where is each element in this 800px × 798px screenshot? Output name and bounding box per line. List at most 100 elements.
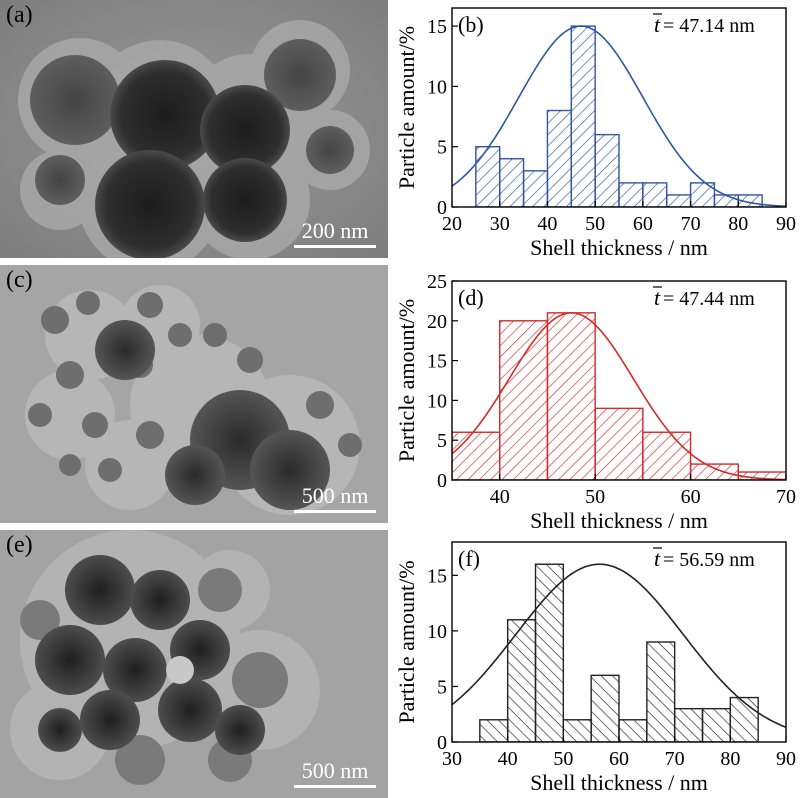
y-axis-label: Particle amount/% — [394, 299, 419, 462]
y-axis-label: Particle amount/% — [394, 560, 419, 723]
gaussian-fit-curve — [452, 25, 786, 207]
x-tick-label: 50 — [553, 748, 573, 770]
histogram-bar — [666, 194, 692, 207]
y-tick-label: 0 — [437, 470, 447, 492]
x-tick-label: 90 — [776, 748, 796, 770]
histogram-bar — [701, 707, 732, 742]
plot-frame — [451, 7, 787, 208]
histogram-b: 20 30 40 50 60 70 80 90 0 5 10 15 Shell thickness / … — [388, 0, 800, 265]
histogram-bar — [452, 431, 501, 480]
histogram-bar — [479, 719, 509, 742]
x-axis-label: Shell thickness / nm — [530, 235, 708, 260]
y-tick-label: 10 — [427, 621, 447, 643]
panel-letter: (d) — [458, 285, 484, 310]
y-tick-label: 15 — [427, 351, 447, 373]
x-tick-label: 70 — [665, 748, 685, 770]
mean-symbol: t — [654, 546, 661, 571]
histogram-bar — [590, 674, 620, 742]
scale-bar-e: 500 nm — [294, 760, 376, 788]
gaussian-fit-curve — [452, 563, 786, 729]
histogram-bar — [475, 145, 501, 207]
panel-letter: (b) — [458, 12, 484, 37]
x-tick-label: 70 — [776, 486, 796, 508]
x-tick-label: 50 — [585, 486, 605, 508]
y-tick-label: 0 — [437, 732, 447, 754]
x-tick-label: 90 — [776, 213, 796, 235]
panel-letter-c: (c) — [6, 267, 33, 293]
scale-bar-line-a — [294, 245, 376, 248]
y-tick-label: 5 — [437, 676, 447, 698]
scale-bar-line-e — [294, 785, 376, 788]
x-tick-label: 60 — [633, 213, 653, 235]
x-tick-label: 40 — [498, 748, 518, 770]
x-tick-label: 20 — [442, 213, 462, 235]
tem-micrograph-a — [0, 0, 388, 258]
histogram-bar — [618, 182, 644, 207]
histogram-bar — [562, 719, 592, 742]
x-tick-label: 30 — [490, 213, 510, 235]
panel-letter: (f) — [458, 546, 480, 571]
panel-letter-a: (a) — [6, 2, 33, 28]
histogram-bar — [642, 431, 692, 480]
histogram-bar — [546, 109, 572, 207]
scale-bar-label-e: 500 nm — [301, 758, 369, 783]
histogram-bar — [673, 707, 704, 742]
y-tick-label: 10 — [427, 390, 447, 412]
tem-micrograph-c — [0, 265, 388, 523]
tem-image-a: (a) 200 nm — [0, 0, 388, 258]
histogram-bar — [713, 194, 739, 207]
scale-bar-line-c — [294, 510, 376, 513]
histogram-f: 30 40 50 60 70 80 90 0 5 10 15 Shell thickness / nm… — [388, 530, 800, 798]
x-axis-label: Shell thickness / nm — [530, 770, 708, 795]
histogram-d-svg: 40 50 60 70 0 5 10 15 20 25 Shell thickness / nm Pa… — [394, 271, 796, 530]
histogram-bar — [546, 312, 596, 480]
plot-frame — [451, 280, 787, 481]
x-tick-label: 40 — [490, 486, 510, 508]
panel-letter-e: (e) — [6, 532, 33, 558]
x-tick-label: 70 — [681, 213, 701, 235]
x-tick-label: 60 — [609, 748, 629, 770]
y-tick-label: 10 — [427, 76, 447, 98]
histogram-bar — [594, 407, 644, 480]
y-tick-label: 0 — [437, 197, 447, 219]
x-tick-label: 80 — [728, 213, 748, 235]
mean-value-label: = 47.14 nm — [663, 15, 755, 37]
y-tick-label: 20 — [427, 311, 447, 333]
scale-bar-label-c: 500 nm — [301, 483, 369, 508]
x-tick-label: 30 — [442, 748, 462, 770]
tem-image-e: (e) 500 nm — [0, 530, 388, 798]
histogram-bar — [594, 133, 620, 207]
y-axis-label: Particle amount/% — [394, 26, 419, 189]
y-tick-label: 5 — [437, 430, 447, 452]
histogram-bar — [729, 696, 759, 742]
x-tick-label: 40 — [537, 213, 557, 235]
y-tick-label: 5 — [437, 137, 447, 159]
tem-image-c: (c) 500 nm — [0, 265, 388, 523]
mean-symbol: t — [654, 285, 661, 310]
tem-micrograph-e — [0, 530, 388, 798]
histogram-bar — [522, 170, 549, 207]
y-tick-label: 25 — [427, 271, 447, 293]
x-tick-label: 60 — [681, 486, 701, 508]
histogram-f-svg: 30 40 50 60 70 80 90 0 5 10 15 Shell thickness / nm… — [394, 541, 796, 795]
y-tick-label: 15 — [427, 16, 447, 38]
histogram-bar — [506, 619, 537, 742]
x-tick-label: 80 — [720, 748, 740, 770]
x-axis-label: Shell thickness / nm — [530, 508, 708, 530]
histogram-bar — [618, 719, 648, 742]
histogram-d: 40 50 60 70 0 5 10 15 20 25 Shell thickness / nm Pa… — [388, 265, 800, 530]
histogram-bar — [499, 320, 549, 480]
mean-value-label: = 47.44 nm — [663, 288, 755, 310]
mean-symbol: t — [654, 12, 661, 37]
histogram-bar — [534, 563, 565, 742]
histogram-bar — [499, 158, 525, 207]
x-tick-label: 50 — [585, 213, 605, 235]
mean-value-label: = 56.59 nm — [663, 549, 755, 571]
histogram-b-svg: 20 30 40 50 60 70 80 90 0 5 10 15 Shell thickness / … — [394, 7, 796, 260]
histogram-bar — [570, 25, 596, 207]
histogram-bar — [642, 182, 668, 207]
y-tick-label: 15 — [427, 565, 447, 587]
histogram-bar — [689, 463, 739, 480]
scale-bar-label-a: 200 nm — [301, 218, 369, 243]
histogram-bar — [646, 641, 676, 742]
